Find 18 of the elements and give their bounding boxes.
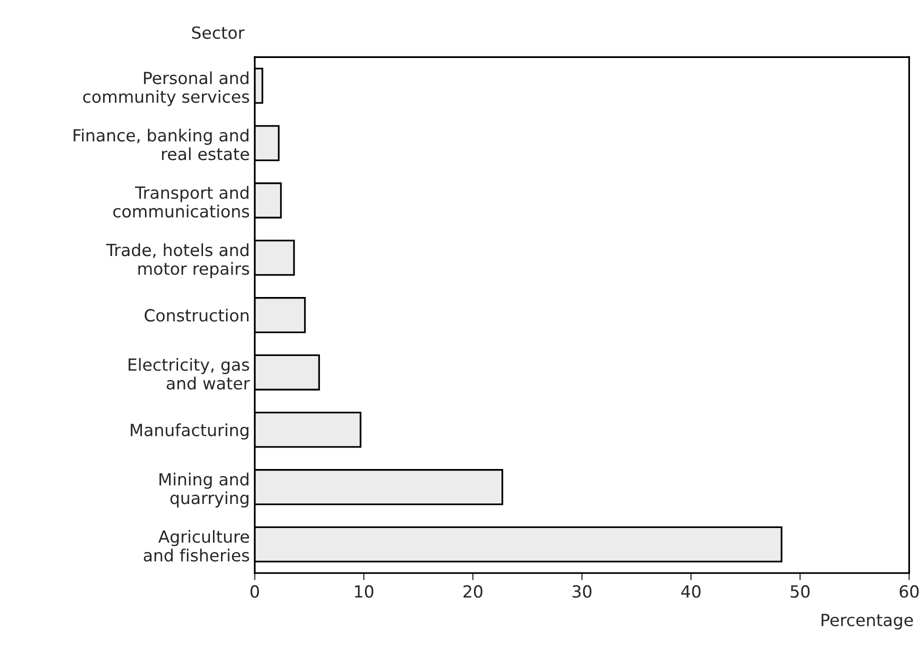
y-tick-label: Construction <box>144 308 248 322</box>
x-tick-label: 60 <box>900 585 919 598</box>
x-tick-label: 40 <box>681 585 701 598</box>
x-axis-title: Percentage <box>822 614 913 630</box>
y-tick-label: Agriculture and fisheries <box>144 530 250 562</box>
x-tick-label: 50 <box>790 585 810 598</box>
y-tick-label: Personal and community services <box>83 71 250 106</box>
x-tick-label: 20 <box>464 585 482 598</box>
y-tick-label: Electricity, gas and water <box>128 358 250 390</box>
x-tick-label: 0 <box>250 585 259 598</box>
y-axis-title: Sector <box>192 26 245 39</box>
y-tick-label: Mining and quarrying <box>160 472 248 508</box>
y-tick-label: Manufacturing <box>130 423 248 440</box>
y-tick-label: Transport and communications <box>113 186 250 218</box>
x-tick-label: 10 <box>355 585 374 598</box>
x-tick-label: 30 <box>572 585 592 598</box>
y-tick-label: Trade, hotels and motor repairs <box>106 243 250 278</box>
y-tick-label: Finance, banking and real estate <box>74 128 249 160</box>
